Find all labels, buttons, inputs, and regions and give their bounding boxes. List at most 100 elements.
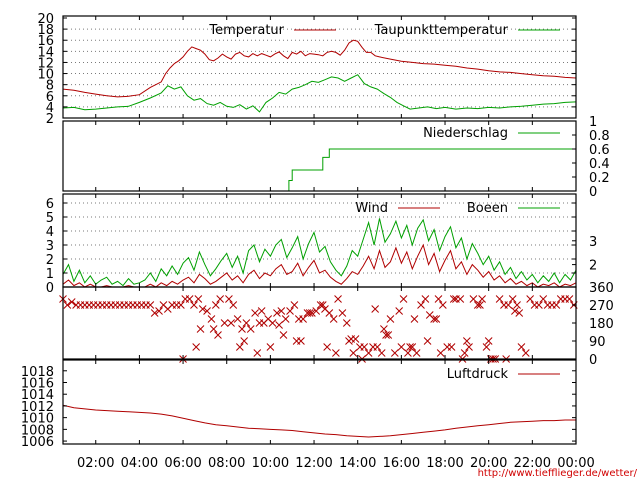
pressure-y-tick-label: 1010: [21, 412, 54, 427]
pressure-y-tick-label: 1016: [21, 377, 54, 392]
wind-right-tick-label: 3: [589, 235, 597, 250]
wind_direction-series-0-point: [257, 307, 266, 315]
wind_direction-series-0-point: [432, 315, 441, 323]
panel-frame-0: [62, 15, 577, 119]
wind_direction-series-0-point: [275, 321, 283, 329]
precipitation-legend-label-niederschlag: Niederschlag: [423, 126, 508, 141]
wind_direction-series-0-point: [430, 315, 438, 323]
x-tick-label-0200: 02:00: [77, 456, 114, 471]
wind_direction-series-0-point: [155, 307, 163, 315]
wind_direction-series-0-point: [360, 343, 369, 351]
frame-layer: [62, 15, 577, 445]
wind_direction-series-0-point: [423, 337, 432, 345]
temperature-series-taupunkttemperatur-line: [62, 74, 577, 113]
precipitation-series-niederschlag-line: [288, 148, 576, 191]
wind_direction-series-0-point: [192, 343, 201, 351]
wind_direction-series-0-point: [390, 349, 399, 357]
wind_direction-series-0-point: [305, 309, 314, 317]
temperature-y-tick-label: 10: [37, 68, 54, 83]
wind_direction-series-0-point: [515, 309, 524, 317]
pressure-legend-label-luftdruck: Luftdruck: [447, 367, 509, 382]
wind_direction-series-0-point: [460, 349, 469, 357]
wind_direction-series-0-point: [279, 331, 288, 339]
wind_direction-series-0-point: [233, 315, 242, 323]
wind_direction-y-tick-label: 90: [589, 335, 606, 350]
x-tick-label-2200: 22:00: [514, 456, 551, 471]
wind_direction-series-0-point: [281, 315, 290, 323]
temperature-legend-label-temperatur: Temperatur: [208, 23, 284, 38]
wind_direction-series-0-point: [364, 349, 373, 357]
wind_direction-series-0-point: [476, 301, 484, 309]
wind_direction-series-0-point: [297, 337, 305, 345]
wind_direction-series-0-point: [408, 343, 417, 351]
wind_direction-series-0-point: [386, 315, 395, 323]
wind_direction-series-0-point: [207, 315, 216, 323]
wind_direction-series-0-point: [436, 349, 445, 357]
wind_direction-series-0-point: [484, 337, 493, 345]
wind_direction-series-0-point: [465, 343, 473, 351]
wind_direction-series-0-point: [325, 309, 334, 317]
x-tick-label-0000: 00:00: [557, 456, 594, 471]
wind_direction-series-0-point: [349, 349, 358, 357]
wind_direction-series-0-point: [177, 301, 185, 309]
wind_direction-series-0-point: [373, 343, 382, 351]
wind_direction-series-0-point: [351, 335, 360, 343]
wind_direction-series-0-point: [251, 309, 259, 317]
wind_direction-series-0-point: [329, 315, 338, 323]
wind_direction-series-0-point: [286, 307, 294, 315]
x-tick-label-1000: 10:00: [252, 456, 289, 471]
wind_direction-series-0-point: [342, 319, 351, 327]
precipitation-y-tick-label: 0.4: [589, 157, 610, 172]
panel-frame-4: [62, 359, 577, 445]
wind-legend-label-boeen: Boeen: [467, 201, 508, 216]
wind_direction-series-0-point: [380, 325, 388, 333]
wind_direction-series-0-point: [495, 295, 504, 303]
wind-legend-label-wind: Wind: [355, 201, 388, 216]
x-tick-label-1600: 16:00: [383, 456, 420, 471]
pressure-y-tick-label: 1014: [21, 388, 54, 403]
wind_direction-series-0-point: [266, 343, 275, 351]
wind_direction-series-0-point: [462, 337, 471, 345]
wind_direction-series-0-point: [214, 331, 222, 339]
wind_direction-series-0-point: [395, 307, 404, 315]
wind_direction-series-0-point: [225, 295, 233, 303]
wind-series-boeen-line: [62, 218, 577, 287]
wind_direction-series-0-point: [277, 307, 286, 315]
x-tick-label-0800: 08:00: [208, 456, 245, 471]
wind-y-tick-label: 1: [46, 267, 54, 282]
wind_direction-series-0-point: [345, 337, 353, 345]
temperature-y-tick-label: 6: [46, 90, 54, 105]
wind_direction-series-0-point: [229, 301, 238, 309]
wind_direction-series-0-point: [438, 301, 447, 309]
wind_direction-series-0-point: [399, 295, 408, 303]
wind_direction-series-0-point: [196, 325, 205, 333]
x-tick-label-0400: 04:00: [121, 456, 158, 471]
wind_direction-series-0-point: [513, 301, 521, 309]
wind-y-tick-label: 6: [46, 197, 54, 212]
wind_direction-y-tick-label: 0: [589, 353, 597, 368]
wind_direction-series-0-point: [384, 331, 393, 339]
credit-link[interactable]: http://www.tiefflieger.de/wetter/: [478, 468, 638, 479]
wind_direction-series-0-point: [312, 307, 321, 315]
wind_direction-series-0-point: [242, 319, 251, 327]
pressure-y-tick-label: 1018: [21, 365, 54, 380]
wind_direction-series-0-point: [220, 319, 229, 327]
wind-y-tick-label: 4: [46, 225, 54, 240]
wind_direction-series-0-point: [253, 349, 262, 357]
wind_direction-series-0-point: [235, 343, 244, 351]
precipitation-y-tick-label: 0.6: [589, 143, 610, 158]
temperature-y-tick-label: 14: [37, 45, 54, 60]
wind_direction-series-0-point: [521, 349, 530, 357]
x-tick-label-2000: 20:00: [470, 456, 507, 471]
wind_direction-series-0-point: [332, 349, 340, 357]
wind-y-tick-label: 2: [46, 253, 54, 268]
pressure-y-tick-label: 1006: [21, 435, 54, 450]
wind_direction-series-0-point: [511, 307, 519, 315]
temperature-y-tick-label: 20: [37, 12, 54, 27]
precipitation-y-tick-label: 1: [589, 115, 597, 130]
temperature-y-tick-label: 18: [37, 23, 54, 38]
wind_direction-series-0-point: [227, 319, 235, 327]
wind_direction-series-0-point: [63, 301, 72, 309]
grid-layer: [63, 28, 576, 274]
